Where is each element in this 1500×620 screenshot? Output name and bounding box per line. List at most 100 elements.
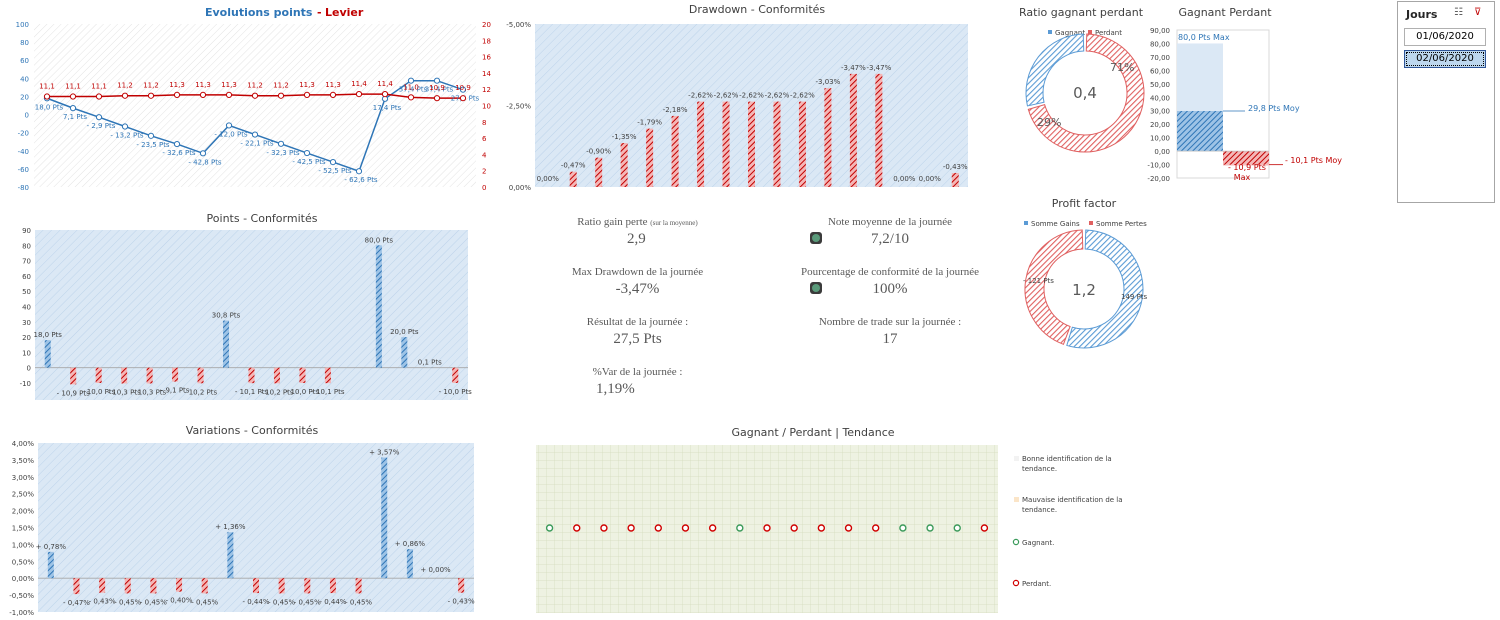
legend-bonne-line1: Bonne identification de la [1022,455,1112,463]
data-label: 20,0 Pts [390,328,419,336]
axis-tick-label: 1,00% [12,541,35,549]
data-label: - 0,45% [191,598,218,606]
axis-tick-label: 20 [482,21,491,29]
points-marker [407,77,415,84]
kpi-maxdd: Max Drawdown de la journée -3,47% [545,266,730,298]
bar [248,367,255,384]
points-data-label: - 22,1 Pts [240,140,274,148]
axis-tick-label: -10 [20,380,31,388]
bar [201,578,208,594]
kpi-conformite: Pourcentage de conformité de la journée … [780,266,1000,298]
points-marker [459,86,467,93]
levier-data-label: 11,4 [377,80,393,88]
bar [304,578,311,594]
ratio-title: Ratio gagnant perdant [1019,6,1144,19]
data-label: + 1,36% [215,523,246,531]
axis-tick-label: -20 [18,130,29,138]
bar [197,367,204,384]
points-chart: Points - Conformités 90 80 70 60 50 40 30 20 10 0… [20,212,472,400]
axis-tick-label: 4 [482,151,487,159]
gp-max-loss-label: - 10,9 Pts [1228,163,1266,172]
gagnant-marker [545,524,554,532]
perdant-marker [573,524,581,532]
ratio-center-value: 0,4 [1073,84,1097,102]
drawdown-data-label: -3,47% [866,64,891,72]
data-label: - 0,45% [294,598,321,606]
axis-tick-label: 90 [22,227,31,235]
kpi-maxdd-value: -3,47% [615,281,660,297]
donut-slice-pertes [1024,229,1084,345]
conformite-status-icon [810,282,822,294]
data-label: + 0,78% [36,543,67,551]
levier-data-label: 11,2 [117,82,133,90]
gp-moy-loss-label: - 10,1 Pts Moy [1285,156,1342,165]
gp-axis: 90,00 80,00 70,00 60,00 50,00 40,00 30,00 20,00… [1147,27,1170,183]
variations-chart: Variations - Conformités 4,00% 3,50% 3,00%… [9,424,475,617]
clear-filter-icon[interactable]: ⊽ [1474,7,1482,18]
points-title: Points - Conformités [207,212,318,225]
axis-tick-label: 3,00% [12,474,35,482]
data-label: 80,0 Pts [365,236,394,244]
levier-marker [329,91,337,99]
donut-slice-perdant [1027,33,1145,153]
drawdown-bar [849,73,857,187]
levier-data-label: 11,1 [91,83,107,91]
variations-title: Variations - Conformités [186,424,319,437]
bar [124,578,131,594]
drawdown-data-label: 0,00% [537,175,560,183]
gp-moy-gain-label: 29,8 Pts Moy [1248,104,1300,113]
axis-tick-label: 60 [22,273,31,281]
data-label: - 9,1 Pts [161,387,190,395]
points-marker [303,149,311,157]
points-data-label: 17,4 Pts [373,104,402,112]
legend-mauvaise-line1: Mauvaise identification de la [1022,496,1123,504]
bar [70,367,77,385]
axis-tick-label: 2 [482,168,486,176]
gagnant-perdant-chart: Gagnant Perdant 90,00 80,00 70,00 60,00 50,0… [1147,6,1342,183]
axis-tick-label: 40 [22,304,31,312]
axis-tick-label: 4,00% [12,440,35,448]
levier-marker [69,93,77,100]
kpi-note-label: Note moyenne de la journée [827,216,952,228]
axis-tick-label: -10,00 [1147,162,1170,170]
points-marker [355,168,363,175]
points-data-label: 18,0 Pts [35,103,64,111]
kpi-ratio: Ratio gain perte (sur la moyenne) 2,9 [545,216,730,248]
points-data-label: - 13,2 Pts [110,132,144,140]
axis-tick-label: 10 [482,103,491,111]
axis-tick-label: 0,00% [509,184,532,192]
bar [73,578,80,595]
axis-tick-label: 50 [22,288,31,296]
legend-mauvaise-line2: tendance. [1022,506,1057,514]
drawdown-axis: -5,00% -2,50% 0,00% [506,21,531,192]
data-label: + 3,57% [369,449,400,457]
points-marker [173,140,181,148]
levier-data-label: 11,3 [169,81,185,89]
points-data-label: 37,4 Pts [399,86,428,94]
bar [227,532,234,579]
legend-gains-label: Somme Gains [1031,220,1080,228]
ratio-gagnant-pct: 29% [1037,116,1061,129]
data-label: - 0,45% [114,598,141,606]
ratio-perdant-pct: 71% [1110,61,1134,74]
bar [375,245,382,368]
legend-perdant-label: Perdant [1095,29,1122,37]
gp-moy-loss-bar [1223,151,1269,165]
kpi-trades-label: Nombre de trade sur la journée : [818,316,962,328]
levier-marker [381,90,389,98]
kpi-ratio-sublabel: (sur la moyenne) [650,219,698,227]
axis-tick-label: 20 [20,93,29,101]
multi-select-icon[interactable]: ☷ [1454,7,1463,18]
perdant-marker [654,524,662,532]
bar [299,367,306,383]
points-data-label: - 42,8 Pts [188,158,222,166]
legend-gagnant-marker [1012,538,1020,546]
slicer-item-0[interactable]: 01/06/2020 [1404,28,1486,46]
axis-tick-label: 8 [482,119,486,127]
profit-factor-center-value: 1,2 [1072,281,1096,299]
slicer-item-1-selected[interactable]: 02/06/2020 [1404,50,1486,68]
kpi-result: Résultat de la journée : 27,5 Pts [545,316,730,348]
slicer-header: Jours [1406,8,1438,21]
perdant-marker [600,524,608,532]
perdant-marker [844,524,853,532]
